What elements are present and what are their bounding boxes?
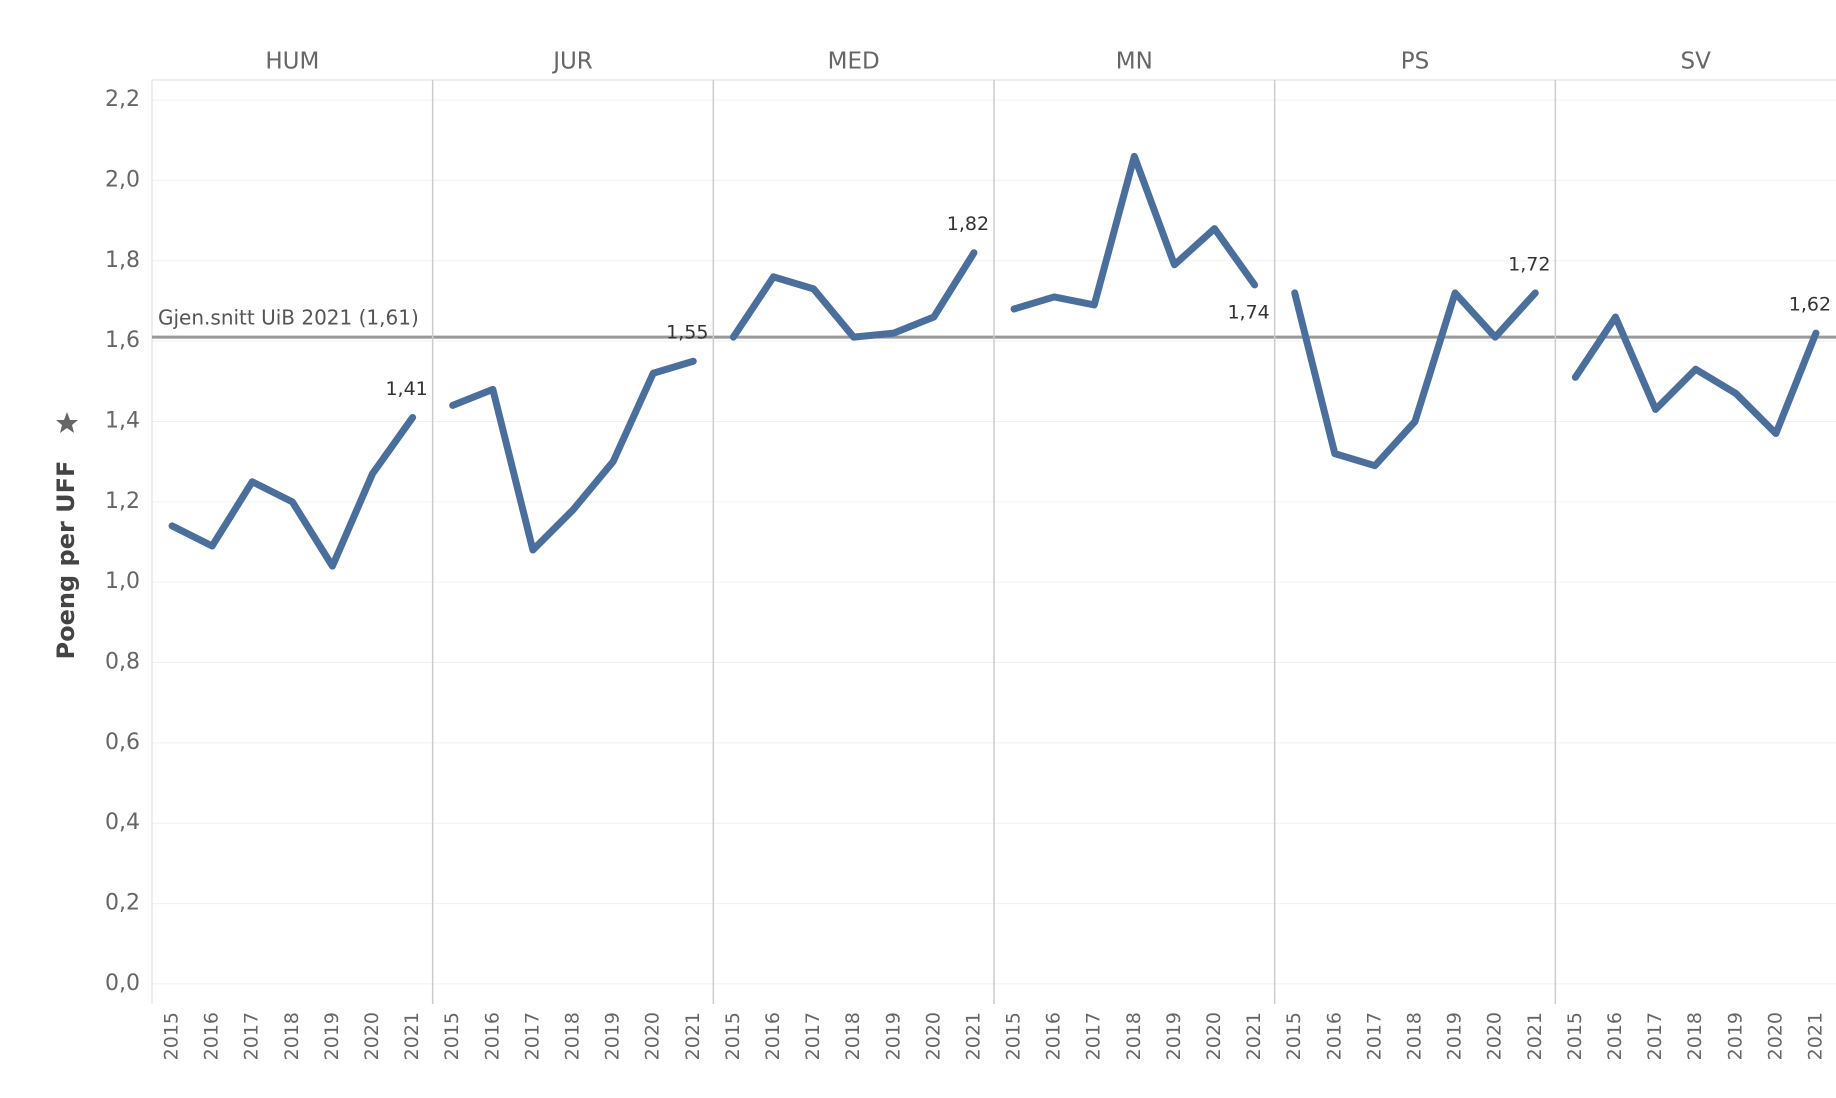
x-tick-label: 2021 [962,1012,984,1060]
line [1010,152,1259,313]
y-tick-label: 1,2 [105,489,140,514]
x-tick-label: 2019 [1724,1012,1746,1060]
data-label: 1,74 [1227,301,1269,323]
x-tick-label: 2018 [562,1012,584,1060]
y-tick-label: 0,6 [105,730,140,755]
facet-header: PS [1401,49,1429,75]
y-tick-label: 0,8 [105,650,140,675]
x-tick-label: 2015 [1283,1012,1305,1060]
x-tick-label: 2019 [602,1012,624,1060]
data-label: 1,55 [666,322,708,344]
x-tick-label: 2021 [682,1012,704,1060]
data-label: 1,62 [1789,294,1831,316]
x-tick-label: 2017 [521,1012,543,1060]
x-tick-label: 2021 [401,1012,423,1060]
x-tick-label: 2017 [802,1012,824,1060]
x-tick-label: 2016 [1604,1012,1626,1060]
data-label: 1,82 [947,213,989,235]
data-label: 1,72 [1508,253,1550,275]
line [168,413,417,570]
x-tick-label: 2016 [1323,1012,1345,1060]
x-tick-label: 2016 [481,1012,503,1060]
x-tick-label: 2017 [1644,1012,1666,1060]
x-tick-label: 2016 [201,1012,223,1060]
y-tick-label: 1,8 [105,248,140,273]
x-tick-label: 2018 [842,1012,864,1060]
x-tick-label: 2020 [361,1012,383,1060]
y-tick-label: 0,4 [105,810,140,835]
x-tick-label: 2019 [321,1012,343,1060]
x-tick-label: 2021 [1243,1012,1265,1060]
facet-header: HUM [265,49,319,75]
line [1571,313,1820,438]
x-tick-label: 2015 [161,1012,183,1060]
y-axis-title: Poeng per UFF [52,461,80,660]
reference-label: Gjen.snitt UiB 2021 (1,61) [158,306,419,330]
y-tick-label: 2,2 [105,87,140,112]
data-label: 1,41 [385,378,427,400]
y-tick-label: 0,0 [105,971,140,996]
x-tick-label: 2018 [1404,1012,1426,1060]
x-tick-label: 2021 [1524,1012,1546,1060]
pin-icon [56,412,78,433]
x-tick-label: 2020 [642,1012,664,1060]
facet-header: MN [1116,49,1153,75]
x-tick-label: 2018 [1684,1012,1706,1060]
x-tick-label: 2016 [762,1012,784,1060]
x-tick-label: 2017 [241,1012,263,1060]
x-tick-label: 2020 [1764,1012,1786,1060]
x-tick-label: 2015 [722,1012,744,1060]
x-tick-label: 2020 [1203,1012,1225,1060]
x-tick-label: 2018 [1123,1012,1145,1060]
x-tick-label: 2017 [1363,1012,1385,1060]
line [449,357,697,554]
x-tick-label: 2020 [1484,1012,1506,1060]
x-tick-label: 2015 [1003,1012,1025,1060]
y-tick-label: 1,6 [105,328,140,353]
line [1291,289,1539,470]
x-tick-label: 2021 [1804,1012,1826,1060]
facet-header: JUR [551,49,593,75]
x-tick-label: 2015 [1564,1012,1586,1060]
y-tick-label: 0,2 [105,891,140,916]
facet-header: MED [828,49,880,75]
line [729,249,978,341]
x-tick-label: 2019 [1163,1012,1185,1060]
x-tick-label: 2016 [1043,1012,1065,1060]
x-tick-label: 2019 [882,1012,904,1060]
y-tick-label: 2,0 [105,167,140,192]
y-tick-label: 1,4 [105,408,140,433]
x-tick-label: 2015 [441,1012,463,1060]
x-tick-label: 2020 [922,1012,944,1060]
x-tick-label: 2019 [1444,1012,1466,1060]
x-tick-label: 2017 [1083,1012,1105,1060]
y-tick-label: 1,0 [105,569,140,594]
x-tick-label: 2018 [281,1012,303,1060]
facet-header: SV [1680,49,1711,75]
